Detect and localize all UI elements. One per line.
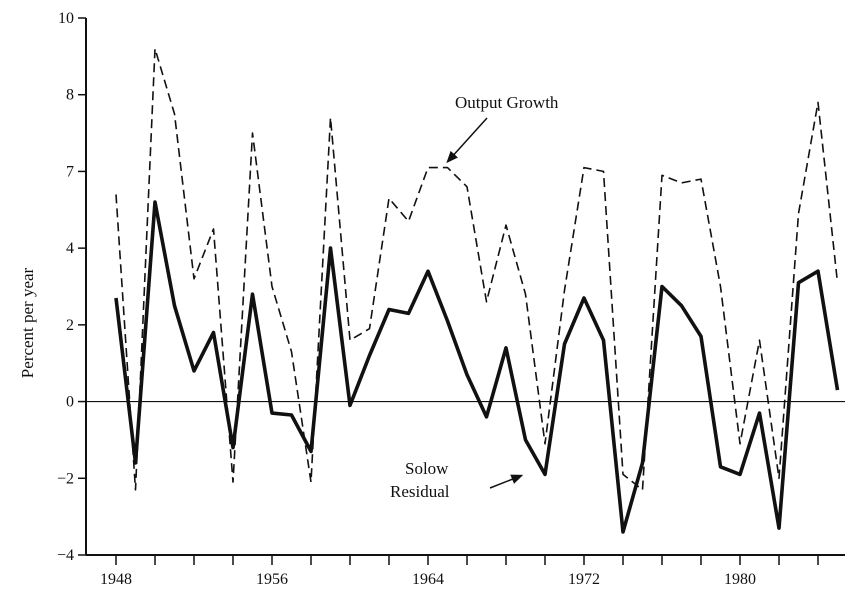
x-axis-ticks: 1948 1956 1964 1972 1980 [100, 555, 819, 588]
y-axis-label: Percent per year [18, 267, 37, 378]
y-tick-label: 2 [66, 317, 74, 334]
annotations: Output Growth Solow Residual [390, 93, 559, 501]
y-tick-label: 7 [66, 163, 74, 180]
output-growth-arrow [446, 117, 488, 164]
solow-residual-line [114, 200, 840, 534]
y-tick-label: −2 [57, 470, 74, 487]
x-tick-label: 1948 [100, 571, 132, 588]
solow-label-line1: Solow [405, 459, 449, 478]
y-tick-label: 8 [66, 87, 74, 104]
x-tick-label: 1956 [256, 571, 288, 588]
solow-label-line2: Residual [390, 482, 450, 501]
x-tick-label: 1972 [568, 571, 600, 588]
y-axis-ticks: −4 −2 0 2 4 7 8 10 [57, 10, 86, 564]
y-tick-label: −4 [57, 547, 74, 564]
series-lines [114, 47, 840, 534]
solow-residual-arrow [489, 474, 524, 489]
y-tick-label: 0 [66, 394, 74, 411]
output-growth-line [115, 47, 839, 491]
output-growth-label: Output Growth [455, 93, 559, 112]
y-tick-label: 4 [66, 240, 74, 257]
axes [85, 18, 845, 556]
y-tick-label: 10 [58, 10, 74, 27]
x-tick-label: 1980 [724, 571, 756, 588]
x-tick-label: 1964 [412, 571, 444, 588]
